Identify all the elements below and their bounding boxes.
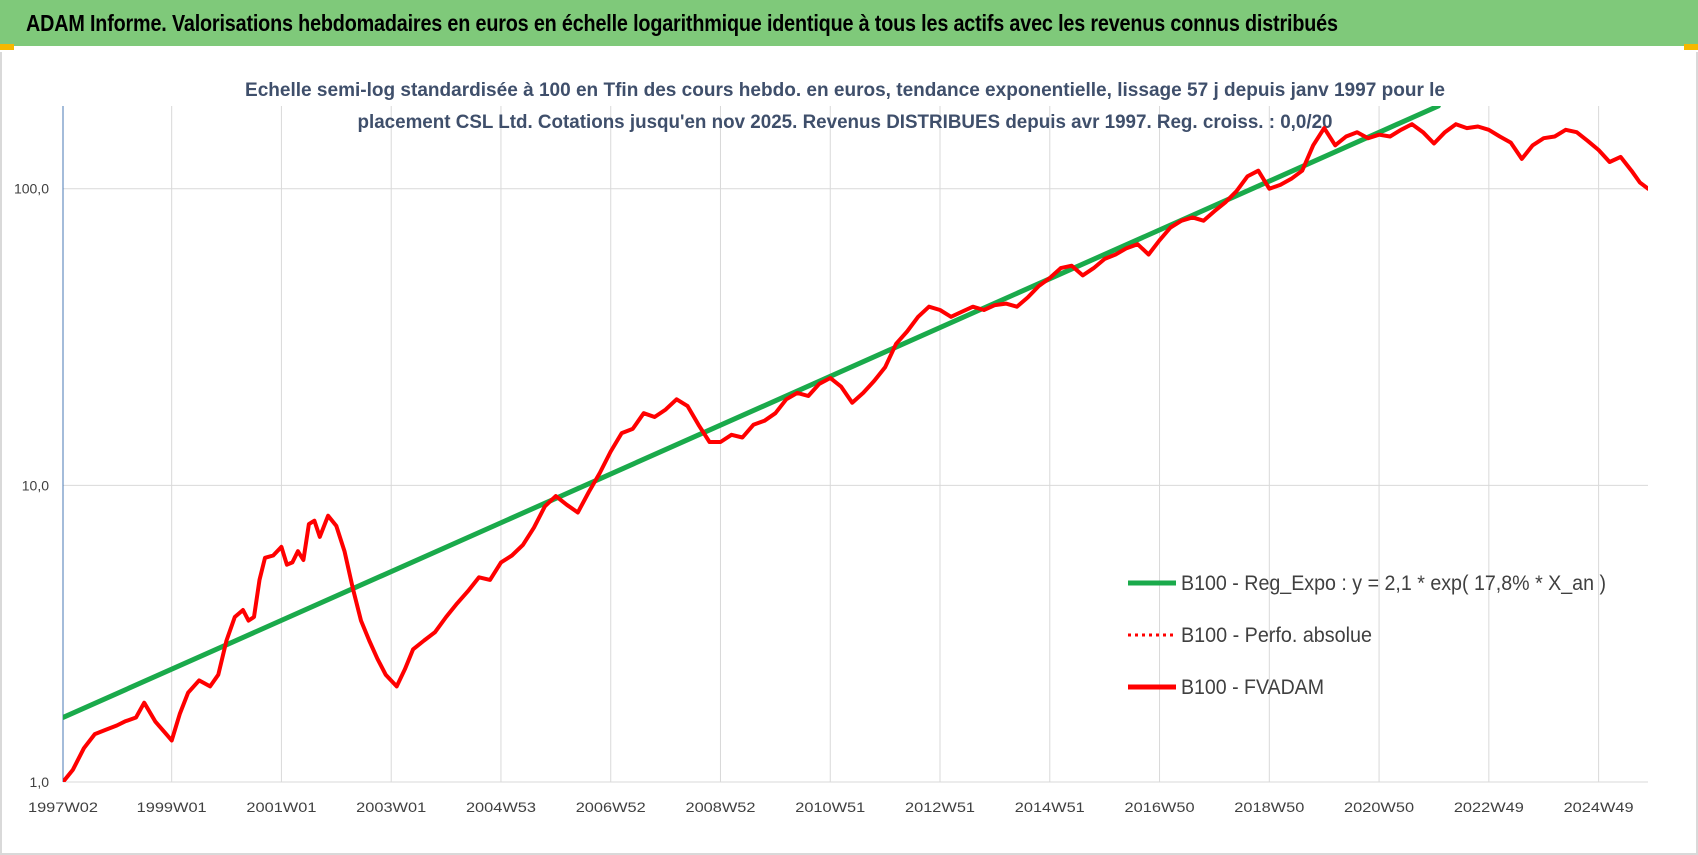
chart-frame <box>0 52 1698 855</box>
y-tick-labels: 1,0 10,0 100,0 <box>14 181 49 790</box>
y-tick-label: 100,0 <box>14 181 49 197</box>
legend-label-fvadam: B100 - FVADAM <box>1181 676 1324 699</box>
y-tick-label: 1,0 <box>30 774 50 790</box>
x-tick-label: 2006W52 <box>576 799 646 815</box>
x-tick-label: 2012W51 <box>905 799 975 815</box>
x-tick-label: 2008W52 <box>685 799 755 815</box>
x-tick-label: 2003W01 <box>356 799 426 815</box>
chart-subtitle-line-1: Echelle semi-log standardisée à 100 en T… <box>245 80 1445 101</box>
series-layer <box>63 106 1648 782</box>
y-tick-label: 10,0 <box>22 477 49 493</box>
series-line-fvadam <box>63 122 1648 782</box>
x-tick-label: 1999W01 <box>137 799 207 815</box>
x-tick-labels: 1997W02 1999W01 2001W01 2003W01 2004W53 2006W… <box>28 799 1634 815</box>
report-header: ADAM Informe. Valorisations hebdomadaire… <box>0 0 1698 46</box>
x-tick-label: 2010W51 <box>795 799 865 815</box>
x-tick-label: 2001W01 <box>246 799 316 815</box>
corner-marker-top-right <box>1684 44 1698 50</box>
x-tick-label: 2020W50 <box>1344 799 1414 815</box>
x-tick-label: 2016W50 <box>1125 799 1195 815</box>
x-tick-label: 2004W53 <box>466 799 536 815</box>
legend-label-perfo: B100 - Perfo. absolue <box>1181 624 1372 647</box>
x-tick-label: 2024W49 <box>1564 799 1634 815</box>
corner-marker-top-left <box>0 44 14 50</box>
x-tick-label: 1997W02 <box>28 799 98 815</box>
x-tick-label: 2022W49 <box>1454 799 1524 815</box>
x-tick-label: 2014W51 <box>1015 799 1085 815</box>
legend-label-trend: B100 - Reg_Expo : y = 2,1 * exp( 17,8% *… <box>1181 572 1606 595</box>
report-title: ADAM Informe. Valorisations hebdomadaire… <box>26 10 1338 36</box>
legend: B100 - Reg_Expo : y = 2,1 * exp( 17,8% *… <box>1128 572 1606 699</box>
grid-lines <box>62 106 1648 783</box>
x-tick-label: 2018W50 <box>1234 799 1304 815</box>
chart-subtitle-line-2: placement CSL Ltd. Cotations jusqu'en no… <box>358 112 1333 133</box>
series-line-trend <box>63 106 1441 720</box>
